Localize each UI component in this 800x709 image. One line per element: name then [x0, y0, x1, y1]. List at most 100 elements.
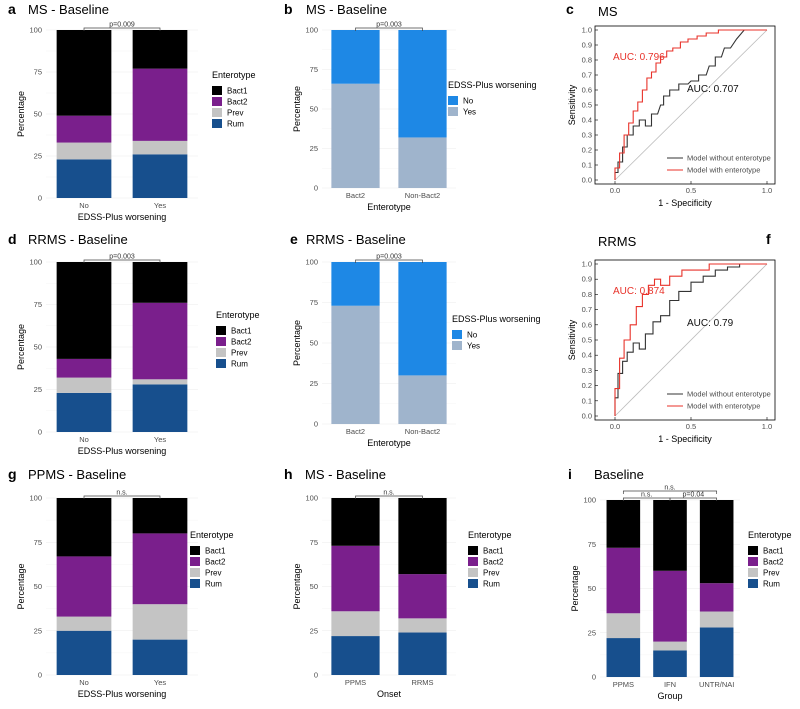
- legend-swatch: [468, 579, 478, 588]
- legend-label: Bact1: [227, 87, 248, 96]
- legend-swatch: [212, 108, 222, 117]
- legend-swatch: [190, 579, 200, 588]
- y-tick-label: 0.1: [582, 396, 592, 405]
- legend-label: Yes: [463, 108, 476, 117]
- legend-swatch: [216, 359, 226, 368]
- panel-h: h MS - Baseline 0 25 50 75 100 PPMS RRMS n.s. Onse…: [284, 466, 512, 699]
- y-tick-label: 1.0: [582, 260, 592, 269]
- bar-bact1: [398, 498, 447, 575]
- x-tick-label: Yes: [154, 678, 166, 687]
- legend-title: Enterotype: [190, 530, 234, 540]
- x-axis-title: EDSS-Plus worsening: [78, 446, 167, 456]
- legend-swatch: [216, 337, 226, 346]
- legend: Enterotype Bact1 Bact2 Prev Rum: [190, 530, 234, 589]
- y-tick-label: 75: [34, 300, 42, 309]
- p-value-label: p=0.009: [109, 22, 135, 29]
- x-tick-label: No: [79, 678, 89, 687]
- panel-b: b MS - Baseline 0 25 50 75 100 Bact2 Non-Bact2 p=…: [284, 1, 537, 212]
- auc-label: AUC: 0.796: [613, 52, 665, 63]
- y-tick-label: 100: [583, 496, 596, 505]
- roc-curve: [614, 29, 767, 180]
- legend-label: Prev: [231, 349, 247, 358]
- y-tick-label: 100: [305, 26, 318, 35]
- legend-label: Bact1: [483, 547, 504, 556]
- panel-e: e RRMS - Baseline 0 25 50 75 100 Bact2 Non-Bact2…: [290, 231, 541, 448]
- bar-rum: [132, 154, 188, 198]
- bar-rum: [699, 627, 734, 677]
- x-axis-title: 1 - Specificity: [658, 198, 712, 208]
- legend-swatch: [448, 107, 458, 116]
- reference-diagonal: [614, 29, 768, 181]
- legend-swatch: [190, 546, 200, 555]
- y-tick-label: 50: [588, 584, 596, 593]
- legend-label: Model with enterotype: [687, 166, 760, 175]
- y-tick-label: 50: [34, 343, 42, 352]
- legend-swatch: [448, 96, 458, 105]
- bar-bact2: [132, 302, 188, 380]
- legend-label: No: [467, 331, 478, 340]
- legend-swatch: [748, 568, 758, 577]
- legend: Enterotype Bact1 Bact2 Prev Rum: [748, 530, 792, 589]
- y-tick-label: 0: [38, 671, 42, 680]
- legend-label: Rum: [231, 360, 248, 369]
- y-axis-title: Percentage: [292, 563, 302, 609]
- bar-bact2: [699, 583, 734, 612]
- bar-bact2: [56, 358, 112, 378]
- legend-title: Enterotype: [468, 530, 512, 540]
- legend-swatch: [216, 348, 226, 357]
- y-tick-label: 25: [310, 626, 318, 635]
- legend-swatch: [748, 579, 758, 588]
- x-tick-label: 0.5: [686, 422, 696, 431]
- y-tick-label: 100: [305, 494, 318, 503]
- y-tick-label: 75: [588, 540, 596, 549]
- roc-curve: [614, 29, 767, 180]
- panel-i: i Baseline 0 25 50 75 100 PPMS IFN UNTR/NAI n.s. n.…: [568, 466, 792, 701]
- p-value-label: p=0.003: [376, 22, 402, 29]
- y-axis-title: Percentage: [292, 320, 302, 366]
- bar-bact2: [132, 68, 188, 141]
- legend-label: Prev: [763, 569, 779, 578]
- legend-label: Model with enterotype: [687, 402, 760, 411]
- y-tick-label: 0.4: [582, 116, 592, 125]
- p-value-label: p=0.003: [376, 254, 402, 261]
- bar-bact1: [56, 30, 112, 116]
- y-tick-label: 0.2: [582, 381, 592, 390]
- x-tick-label: 0.0: [610, 186, 620, 195]
- y-tick-label: 0.6: [582, 320, 592, 329]
- y-tick-label: 0.0: [582, 176, 592, 185]
- legend-title: Enterotype: [216, 310, 260, 320]
- y-tick-label: 25: [588, 628, 596, 637]
- panel-letter: b: [284, 1, 293, 17]
- panel-title: MS - Baseline: [28, 2, 109, 17]
- legend-swatch: [452, 341, 462, 350]
- x-tick-label: Non-Bact2: [405, 191, 440, 200]
- legend-label: Bact2: [227, 98, 248, 107]
- y-tick-label: 75: [310, 65, 318, 74]
- bar-bact1: [132, 262, 188, 303]
- legend-swatch: [212, 119, 222, 128]
- y-tick-label: 0: [592, 673, 596, 682]
- y-tick-label: 75: [310, 298, 318, 307]
- legend-label: Rum: [483, 580, 500, 589]
- bar-prev: [331, 611, 380, 637]
- bar-yes: [331, 83, 380, 188]
- roc-curve: [614, 263, 767, 416]
- significance-bracket: [355, 259, 423, 263]
- bar-prev: [132, 140, 188, 155]
- x-tick-label: Yes: [154, 201, 166, 210]
- x-axis-title: EDSS-Plus worsening: [78, 212, 167, 222]
- panel-letter: c: [566, 1, 574, 17]
- panel-title: PPMS - Baseline: [28, 467, 126, 482]
- bar-bact1: [653, 500, 687, 571]
- p-value-label: n.s.: [641, 492, 652, 499]
- bar-rum: [132, 384, 188, 432]
- legend-label: Model without enterotype: [687, 390, 771, 399]
- y-tick-label: 75: [310, 538, 318, 547]
- x-tick-label: 0.5: [686, 186, 696, 195]
- legend-swatch: [216, 326, 226, 335]
- legend-swatch: [468, 546, 478, 555]
- panel-a: a MS - Baseline 0 25 50 75 100 No Yes p=0.009 EDSS…: [8, 1, 256, 222]
- panel-title: MS - Baseline: [305, 467, 386, 482]
- y-tick-label: 100: [29, 494, 42, 503]
- y-tick-label: 0.9: [582, 275, 592, 284]
